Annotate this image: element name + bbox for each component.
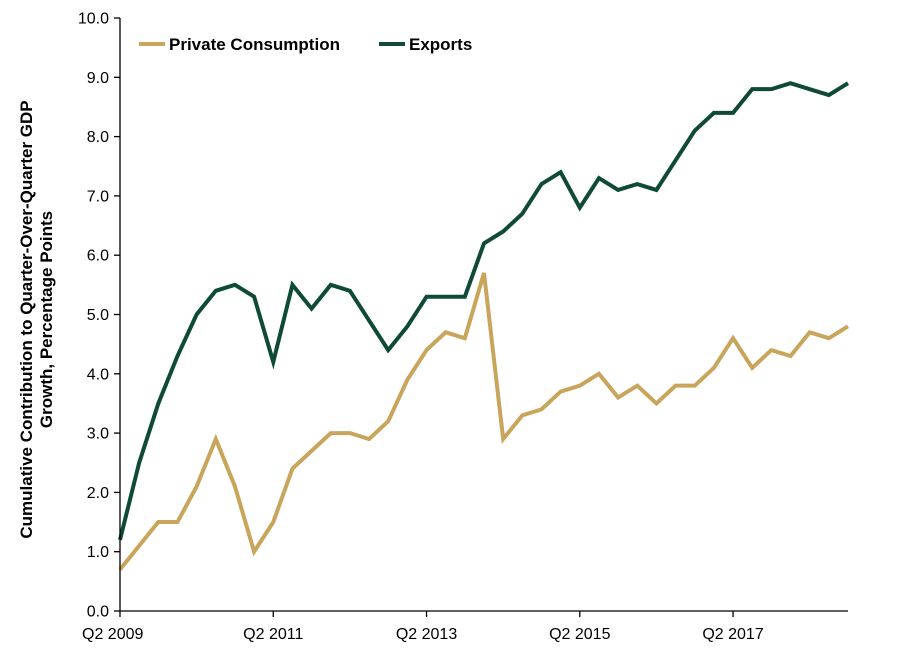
y-tick-label: 8.0 [87, 129, 109, 146]
series-layer [118, 81, 850, 571]
x-tick-label: Q2 2015 [549, 626, 610, 643]
y-tick-label: 1.0 [87, 544, 109, 561]
y-axis-title-line: Cumulative Contribution to Quarter-Over-… [17, 100, 36, 538]
y-tick-label: 4.0 [87, 366, 109, 383]
y-tick-label: 3.0 [87, 426, 109, 443]
y-axis-title: Cumulative Contribution to Quarter-Over-… [17, 100, 56, 538]
y-tick-label: 6.0 [87, 248, 109, 265]
y-tick-label: 10.0 [78, 11, 109, 28]
x-tick-label: Q2 2017 [702, 626, 763, 643]
legend-label-exports: Exports [409, 35, 472, 54]
series-line-exports [118, 81, 850, 541]
y-tick-label: 2.0 [87, 485, 109, 502]
x-tick-label: Q2 2011 [243, 626, 303, 643]
x-tick-label: Q2 2013 [396, 626, 457, 643]
y-axis-title-line: Growth, Percentage Points [37, 211, 56, 428]
y-tick-label: 0.0 [87, 604, 109, 621]
y-axis-ticks: 0.0 1.0 2.0 3.0 4.0 5.0 6.0 7.0 8.0 9.0 10.0 [78, 11, 120, 621]
series-line-private-consumption [118, 272, 850, 571]
y-tick-label: 9.0 [87, 70, 109, 87]
y-tick-label: 7.0 [87, 188, 109, 205]
y-tick-label: 5.0 [87, 307, 109, 324]
axes [119, 18, 848, 612]
legend-label-private-consumption: Private Consumption [169, 35, 340, 54]
legend: Private Consumption Exports [139, 35, 472, 54]
x-tick-label: Q2 2009 [82, 626, 143, 643]
x-axis-ticks: Q2 2009 Q2 2011 Q2 2013 Q2 2015 Q2 2017 [82, 611, 764, 643]
